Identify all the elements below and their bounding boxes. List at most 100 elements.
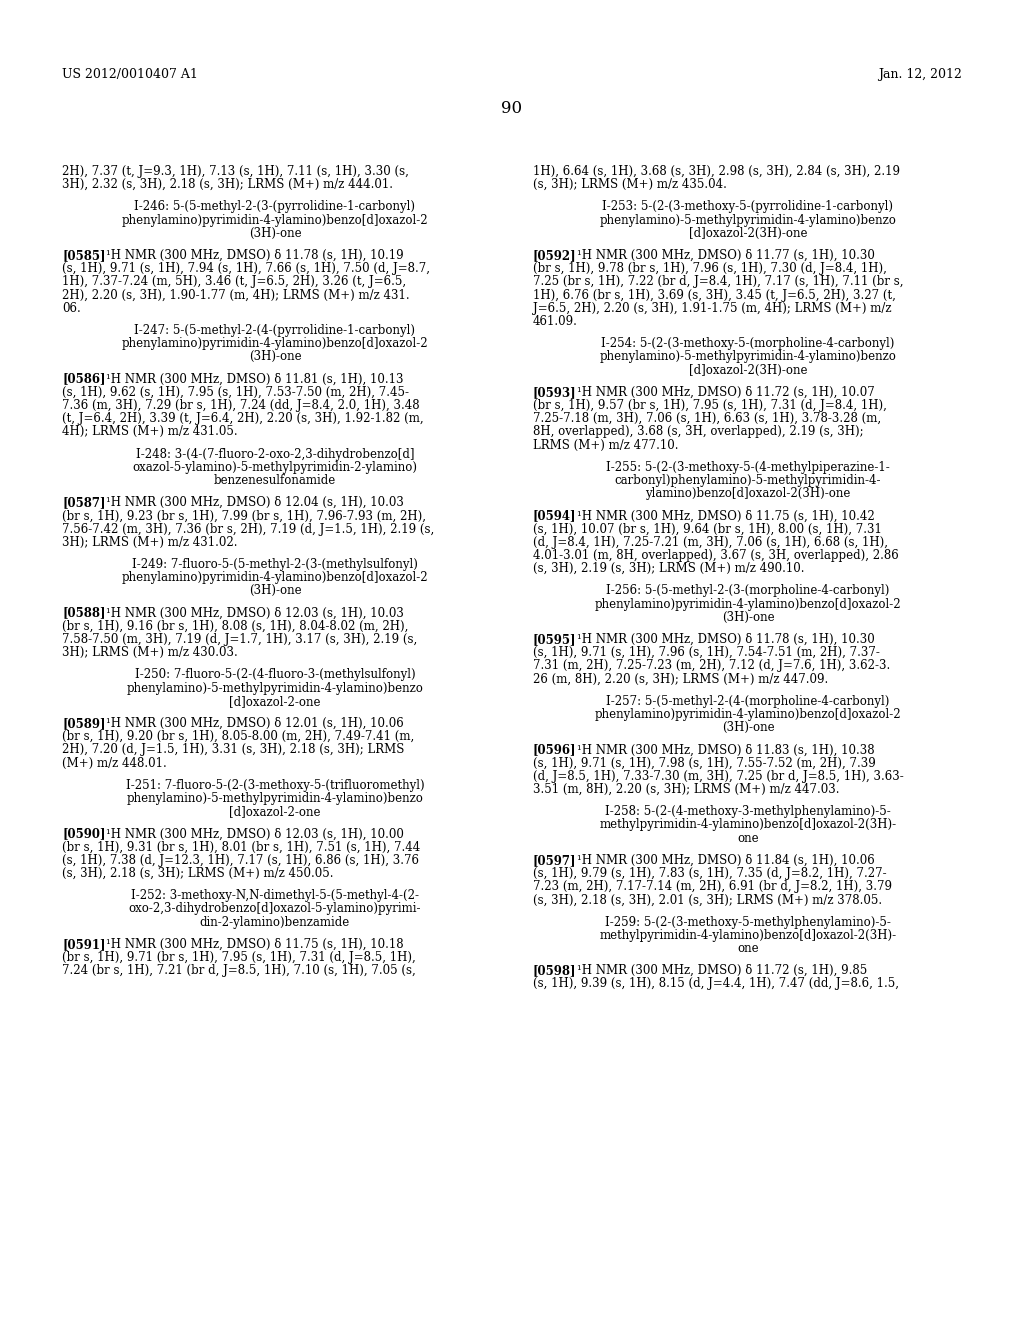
Text: [0594]: [0594] bbox=[534, 510, 577, 523]
Text: I-246: 5-(5-methyl-2-(3-(pyrrolidine-1-carbonyl): I-246: 5-(5-methyl-2-(3-(pyrrolidine-1-c… bbox=[134, 201, 416, 214]
Text: 4.01-3.01 (m, 8H, overlapped), 3.67 (s, 3H, overlapped), 2.86: 4.01-3.01 (m, 8H, overlapped), 3.67 (s, … bbox=[534, 549, 899, 562]
Text: 3H); LRMS (M+) m/z 430.03.: 3H); LRMS (M+) m/z 430.03. bbox=[62, 647, 238, 659]
Text: 7.25 (br s, 1H), 7.22 (br d, J=8.4, 1H), 7.17 (s, 1H), 7.11 (br s,: 7.25 (br s, 1H), 7.22 (br d, J=8.4, 1H),… bbox=[534, 276, 903, 288]
Text: carbonyl)phenylamino)-5-methylpyrimidin-4-: carbonyl)phenylamino)-5-methylpyrimidin-… bbox=[614, 474, 882, 487]
Text: 3H); LRMS (M+) m/z 431.02.: 3H); LRMS (M+) m/z 431.02. bbox=[62, 536, 238, 549]
Text: phenylamino)-5-methylpyrimidin-4-ylamino)benzo: phenylamino)-5-methylpyrimidin-4-ylamino… bbox=[600, 214, 896, 227]
Text: [d]oxazol-2(3H)-one: [d]oxazol-2(3H)-one bbox=[689, 227, 807, 240]
Text: (s, 1H), 9.62 (s, 1H), 7.95 (s, 1H), 7.53-7.50 (m, 2H), 7.45-: (s, 1H), 9.62 (s, 1H), 7.95 (s, 1H), 7.5… bbox=[62, 385, 409, 399]
Text: (br s, 1H), 9.31 (br s, 1H), 8.01 (br s, 1H), 7.51 (s, 1H), 7.44: (br s, 1H), 9.31 (br s, 1H), 8.01 (br s,… bbox=[62, 841, 420, 854]
Text: [0597]: [0597] bbox=[534, 854, 577, 867]
Text: phenylamino)pyrimidin-4-ylamino)benzo[d]oxazol-2: phenylamino)pyrimidin-4-ylamino)benzo[d]… bbox=[122, 572, 428, 585]
Text: one: one bbox=[737, 832, 759, 845]
Text: [0592]: [0592] bbox=[534, 249, 577, 261]
Text: 1H), 6.64 (s, 1H), 3.68 (s, 3H), 2.98 (s, 3H), 2.84 (s, 3H), 2.19: 1H), 6.64 (s, 1H), 3.68 (s, 3H), 2.98 (s… bbox=[534, 165, 900, 178]
Text: ¹H NMR (300 MHz, DMSO) δ 12.03 (s, 1H), 10.03: ¹H NMR (300 MHz, DMSO) δ 12.03 (s, 1H), … bbox=[105, 607, 403, 619]
Text: (s, 3H), 2.18 (s, 3H), 2.01 (s, 3H); LRMS (M+) m/z 378.05.: (s, 3H), 2.18 (s, 3H), 2.01 (s, 3H); LRM… bbox=[534, 894, 882, 907]
Text: [d]oxazol-2-one: [d]oxazol-2-one bbox=[229, 694, 321, 708]
Text: I-253: 5-(2-(3-methoxy-5-(pyrrolidine-1-carbonyl): I-253: 5-(2-(3-methoxy-5-(pyrrolidine-1-… bbox=[602, 201, 894, 214]
Text: 3.51 (m, 8H), 2.20 (s, 3H); LRMS (M+) m/z 447.03.: 3.51 (m, 8H), 2.20 (s, 3H); LRMS (M+) m/… bbox=[534, 783, 840, 796]
Text: din-2-ylamino)benzamide: din-2-ylamino)benzamide bbox=[200, 916, 350, 928]
Text: J=6.5, 2H), 2.20 (s, 3H), 1.91-1.75 (m, 4H); LRMS (M+) m/z: J=6.5, 2H), 2.20 (s, 3H), 1.91-1.75 (m, … bbox=[534, 302, 892, 314]
Text: [0590]: [0590] bbox=[62, 828, 105, 841]
Text: ¹H NMR (300 MHz, DMSO) δ 11.78 (s, 1H), 10.19: ¹H NMR (300 MHz, DMSO) δ 11.78 (s, 1H), … bbox=[105, 249, 403, 261]
Text: I-249: 7-fluoro-5-(5-methyl-2-(3-(methylsulfonyl): I-249: 7-fluoro-5-(5-methyl-2-(3-(methyl… bbox=[132, 558, 418, 572]
Text: phenylamino)-5-methylpyrimidin-4-ylamino)benzo: phenylamino)-5-methylpyrimidin-4-ylamino… bbox=[600, 350, 896, 363]
Text: I-256: 5-(5-methyl-2-(3-(morpholine-4-carbonyl): I-256: 5-(5-methyl-2-(3-(morpholine-4-ca… bbox=[606, 585, 890, 598]
Text: (s, 1H), 9.79 (s, 1H), 7.83 (s, 1H), 7.35 (d, J=8.2, 1H), 7.27-: (s, 1H), 9.79 (s, 1H), 7.83 (s, 1H), 7.3… bbox=[534, 867, 887, 880]
Text: (3H)-one: (3H)-one bbox=[249, 585, 301, 598]
Text: [0595]: [0595] bbox=[534, 634, 577, 645]
Text: one: one bbox=[737, 942, 759, 954]
Text: methylpyrimidin-4-ylamino)benzo[d]oxazol-2(3H)-: methylpyrimidin-4-ylamino)benzo[d]oxazol… bbox=[599, 818, 897, 832]
Text: I-257: 5-(5-methyl-2-(4-(morpholine-4-carbonyl): I-257: 5-(5-methyl-2-(4-(morpholine-4-ca… bbox=[606, 694, 890, 708]
Text: benzenesulfonamide: benzenesulfonamide bbox=[214, 474, 336, 487]
Text: 7.56-7.42 (m, 3H), 7.36 (br s, 2H), 7.19 (d, J=1.5, 1H), 2.19 (s,: 7.56-7.42 (m, 3H), 7.36 (br s, 2H), 7.19… bbox=[62, 523, 434, 536]
Text: (s, 1H), 9.71 (s, 1H), 7.98 (s, 1H), 7.55-7.52 (m, 2H), 7.39: (s, 1H), 9.71 (s, 1H), 7.98 (s, 1H), 7.5… bbox=[534, 756, 876, 770]
Text: 7.23 (m, 2H), 7.17-7.14 (m, 2H), 6.91 (br d, J=8.2, 1H), 3.79: 7.23 (m, 2H), 7.17-7.14 (m, 2H), 6.91 (b… bbox=[534, 880, 892, 894]
Text: ¹H NMR (300 MHz, DMSO) δ 11.72 (s, 1H), 9.85: ¹H NMR (300 MHz, DMSO) δ 11.72 (s, 1H), … bbox=[577, 964, 867, 977]
Text: LRMS (M+) m/z 477.10.: LRMS (M+) m/z 477.10. bbox=[534, 438, 679, 451]
Text: 461.09.: 461.09. bbox=[534, 315, 578, 327]
Text: (3H)-one: (3H)-one bbox=[722, 611, 774, 624]
Text: [0587]: [0587] bbox=[62, 496, 105, 510]
Text: I-258: 5-(2-(4-methoxy-3-methylphenylamino)-5-: I-258: 5-(2-(4-methoxy-3-methylphenylami… bbox=[605, 805, 891, 818]
Text: [0591]: [0591] bbox=[62, 937, 105, 950]
Text: 8H, overlapped), 3.68 (s, 3H, overlapped), 2.19 (s, 3H);: 8H, overlapped), 3.68 (s, 3H, overlapped… bbox=[534, 425, 863, 438]
Text: (3H)-one: (3H)-one bbox=[249, 350, 301, 363]
Text: (3H)-one: (3H)-one bbox=[722, 721, 774, 734]
Text: I-259: 5-(2-(3-methoxy-5-methylphenylamino)-5-: I-259: 5-(2-(3-methoxy-5-methylphenylami… bbox=[605, 916, 891, 928]
Text: 1H), 7.37-7.24 (m, 5H), 3.46 (t, J=6.5, 2H), 3.26 (t, J=6.5,: 1H), 7.37-7.24 (m, 5H), 3.46 (t, J=6.5, … bbox=[62, 276, 407, 288]
Text: (s, 3H), 2.19 (s, 3H); LRMS (M+) m/z 490.10.: (s, 3H), 2.19 (s, 3H); LRMS (M+) m/z 490… bbox=[534, 562, 805, 576]
Text: I-251: 7-fluoro-5-(2-(3-methoxy-5-(trifluoromethyl): I-251: 7-fluoro-5-(2-(3-methoxy-5-(trifl… bbox=[126, 779, 424, 792]
Text: ¹H NMR (300 MHz, DMSO) δ 11.83 (s, 1H), 10.38: ¹H NMR (300 MHz, DMSO) δ 11.83 (s, 1H), … bbox=[577, 743, 874, 756]
Text: (br s, 1H), 9.23 (br s, 1H), 7.99 (br s, 1H), 7.96-7.93 (m, 2H),: (br s, 1H), 9.23 (br s, 1H), 7.99 (br s,… bbox=[62, 510, 426, 523]
Text: methylpyrimidin-4-ylamino)benzo[d]oxazol-2(3H)-: methylpyrimidin-4-ylamino)benzo[d]oxazol… bbox=[599, 929, 897, 941]
Text: ¹H NMR (300 MHz, DMSO) δ 12.03 (s, 1H), 10.00: ¹H NMR (300 MHz, DMSO) δ 12.03 (s, 1H), … bbox=[105, 828, 403, 841]
Text: 7.25-7.18 (m, 3H), 7.06 (s, 1H), 6.63 (s, 1H), 3.78-3.28 (m,: 7.25-7.18 (m, 3H), 7.06 (s, 1H), 6.63 (s… bbox=[534, 412, 881, 425]
Text: I-250: 7-fluoro-5-(2-(4-fluoro-3-(methylsulfonyl): I-250: 7-fluoro-5-(2-(4-fluoro-3-(methyl… bbox=[135, 668, 416, 681]
Text: [0585]: [0585] bbox=[62, 249, 105, 261]
Text: (3H)-one: (3H)-one bbox=[249, 227, 301, 240]
Text: [d]oxazol-2(3H)-one: [d]oxazol-2(3H)-one bbox=[689, 363, 807, 376]
Text: 2H), 2.20 (s, 3H), 1.90-1.77 (m, 4H); LRMS (M+) m/z 431.: 2H), 2.20 (s, 3H), 1.90-1.77 (m, 4H); LR… bbox=[62, 289, 410, 301]
Text: phenylamino)-5-methylpyrimidin-4-ylamino)benzo: phenylamino)-5-methylpyrimidin-4-ylamino… bbox=[127, 792, 424, 805]
Text: I-247: 5-(5-methyl-2-(4-(pyrrolidine-1-carbonyl): I-247: 5-(5-methyl-2-(4-(pyrrolidine-1-c… bbox=[134, 323, 416, 337]
Text: (s, 3H), 2.18 (s, 3H); LRMS (M+) m/z 450.05.: (s, 3H), 2.18 (s, 3H); LRMS (M+) m/z 450… bbox=[62, 867, 334, 880]
Text: 06.: 06. bbox=[62, 302, 81, 314]
Text: 1H), 6.76 (br s, 1H), 3.69 (s, 3H), 3.45 (t, J=6.5, 2H), 3.27 (t,: 1H), 6.76 (br s, 1H), 3.69 (s, 3H), 3.45… bbox=[534, 289, 896, 301]
Text: (s, 1H), 10.07 (br s, 1H), 9.64 (br s, 1H), 8.00 (s, 1H), 7.31: (s, 1H), 10.07 (br s, 1H), 9.64 (br s, 1… bbox=[534, 523, 882, 536]
Text: US 2012/0010407 A1: US 2012/0010407 A1 bbox=[62, 69, 198, 81]
Text: (br s, 1H), 9.78 (br s, 1H), 7.96 (s, 1H), 7.30 (d, J=8.4, 1H),: (br s, 1H), 9.78 (br s, 1H), 7.96 (s, 1H… bbox=[534, 263, 887, 275]
Text: (br s, 1H), 9.57 (br s, 1H), 7.95 (s, 1H), 7.31 (d, J=8.4, 1H),: (br s, 1H), 9.57 (br s, 1H), 7.95 (s, 1H… bbox=[534, 399, 887, 412]
Text: [0596]: [0596] bbox=[534, 743, 577, 756]
Text: ¹H NMR (300 MHz, DMSO) δ 11.72 (s, 1H), 10.07: ¹H NMR (300 MHz, DMSO) δ 11.72 (s, 1H), … bbox=[577, 385, 874, 399]
Text: phenylamino)pyrimidin-4-ylamino)benzo[d]oxazol-2: phenylamino)pyrimidin-4-ylamino)benzo[d]… bbox=[595, 708, 901, 721]
Text: 3H), 2.32 (s, 3H), 2.18 (s, 3H); LRMS (M+) m/z 444.01.: 3H), 2.32 (s, 3H), 2.18 (s, 3H); LRMS (M… bbox=[62, 178, 393, 191]
Text: (M+) m/z 448.01.: (M+) m/z 448.01. bbox=[62, 756, 167, 770]
Text: (br s, 1H), 9.71 (br s, 1H), 7.95 (s, 1H), 7.31 (d, J=8.5, 1H),: (br s, 1H), 9.71 (br s, 1H), 7.95 (s, 1H… bbox=[62, 950, 416, 964]
Text: (s, 1H), 9.71 (s, 1H), 7.96 (s, 1H), 7.54-7.51 (m, 2H), 7.37-: (s, 1H), 9.71 (s, 1H), 7.96 (s, 1H), 7.5… bbox=[534, 647, 880, 659]
Text: (br s, 1H), 9.20 (br s, 1H), 8.05-8.00 (m, 2H), 7.49-7.41 (m,: (br s, 1H), 9.20 (br s, 1H), 8.05-8.00 (… bbox=[62, 730, 415, 743]
Text: I-248: 3-(4-(7-fluoro-2-oxo-2,3-dihydrobenzo[d]: I-248: 3-(4-(7-fluoro-2-oxo-2,3-dihydrob… bbox=[136, 447, 415, 461]
Text: 7.24 (br s, 1H), 7.21 (br d, J=8.5, 1H), 7.10 (s, 1H), 7.05 (s,: 7.24 (br s, 1H), 7.21 (br d, J=8.5, 1H),… bbox=[62, 964, 416, 977]
Text: ¹H NMR (300 MHz, DMSO) δ 12.04 (s, 1H), 10.03: ¹H NMR (300 MHz, DMSO) δ 12.04 (s, 1H), … bbox=[105, 496, 403, 510]
Text: I-254: 5-(2-(3-methoxy-5-(morpholine-4-carbonyl): I-254: 5-(2-(3-methoxy-5-(morpholine-4-c… bbox=[601, 337, 895, 350]
Text: 2H), 7.20 (d, J=1.5, 1H), 3.31 (s, 3H), 2.18 (s, 3H); LRMS: 2H), 7.20 (d, J=1.5, 1H), 3.31 (s, 3H), … bbox=[62, 743, 404, 756]
Text: oxazol-5-ylamino)-5-methylpyrimidin-2-ylamino): oxazol-5-ylamino)-5-methylpyrimidin-2-yl… bbox=[132, 461, 418, 474]
Text: 7.31 (m, 2H), 7.25-7.23 (m, 2H), 7.12 (d, J=7.6, 1H), 3.62-3.: 7.31 (m, 2H), 7.25-7.23 (m, 2H), 7.12 (d… bbox=[534, 660, 890, 672]
Text: [0588]: [0588] bbox=[62, 607, 105, 619]
Text: (s, 1H), 9.39 (s, 1H), 8.15 (d, J=4.4, 1H), 7.47 (dd, J=8.6, 1.5,: (s, 1H), 9.39 (s, 1H), 8.15 (d, J=4.4, 1… bbox=[534, 977, 899, 990]
Text: ¹H NMR (300 MHz, DMSO) δ 11.75 (s, 1H), 10.42: ¹H NMR (300 MHz, DMSO) δ 11.75 (s, 1H), … bbox=[577, 510, 874, 523]
Text: ylamino)benzo[d]oxazol-2(3H)-one: ylamino)benzo[d]oxazol-2(3H)-one bbox=[645, 487, 851, 500]
Text: [0593]: [0593] bbox=[534, 385, 577, 399]
Text: 7.58-7.50 (m, 3H), 7.19 (d, J=1.7, 1H), 3.17 (s, 3H), 2.19 (s,: 7.58-7.50 (m, 3H), 7.19 (d, J=1.7, 1H), … bbox=[62, 634, 417, 645]
Text: (s, 1H), 9.71 (s, 1H), 7.94 (s, 1H), 7.66 (s, 1H), 7.50 (d, J=8.7,: (s, 1H), 9.71 (s, 1H), 7.94 (s, 1H), 7.6… bbox=[62, 263, 430, 275]
Text: phenylamino)pyrimidin-4-ylamino)benzo[d]oxazol-2: phenylamino)pyrimidin-4-ylamino)benzo[d]… bbox=[122, 337, 428, 350]
Text: [0598]: [0598] bbox=[534, 964, 577, 977]
Text: [d]oxazol-2-one: [d]oxazol-2-one bbox=[229, 805, 321, 818]
Text: (s, 3H); LRMS (M+) m/z 435.04.: (s, 3H); LRMS (M+) m/z 435.04. bbox=[534, 178, 727, 191]
Text: 26 (m, 8H), 2.20 (s, 3H); LRMS (M+) m/z 447.09.: 26 (m, 8H), 2.20 (s, 3H); LRMS (M+) m/z … bbox=[534, 673, 828, 685]
Text: ¹H NMR (300 MHz, DMSO) δ 11.78 (s, 1H), 10.30: ¹H NMR (300 MHz, DMSO) δ 11.78 (s, 1H), … bbox=[577, 634, 874, 645]
Text: phenylamino)-5-methylpyrimidin-4-ylamino)benzo: phenylamino)-5-methylpyrimidin-4-ylamino… bbox=[127, 681, 424, 694]
